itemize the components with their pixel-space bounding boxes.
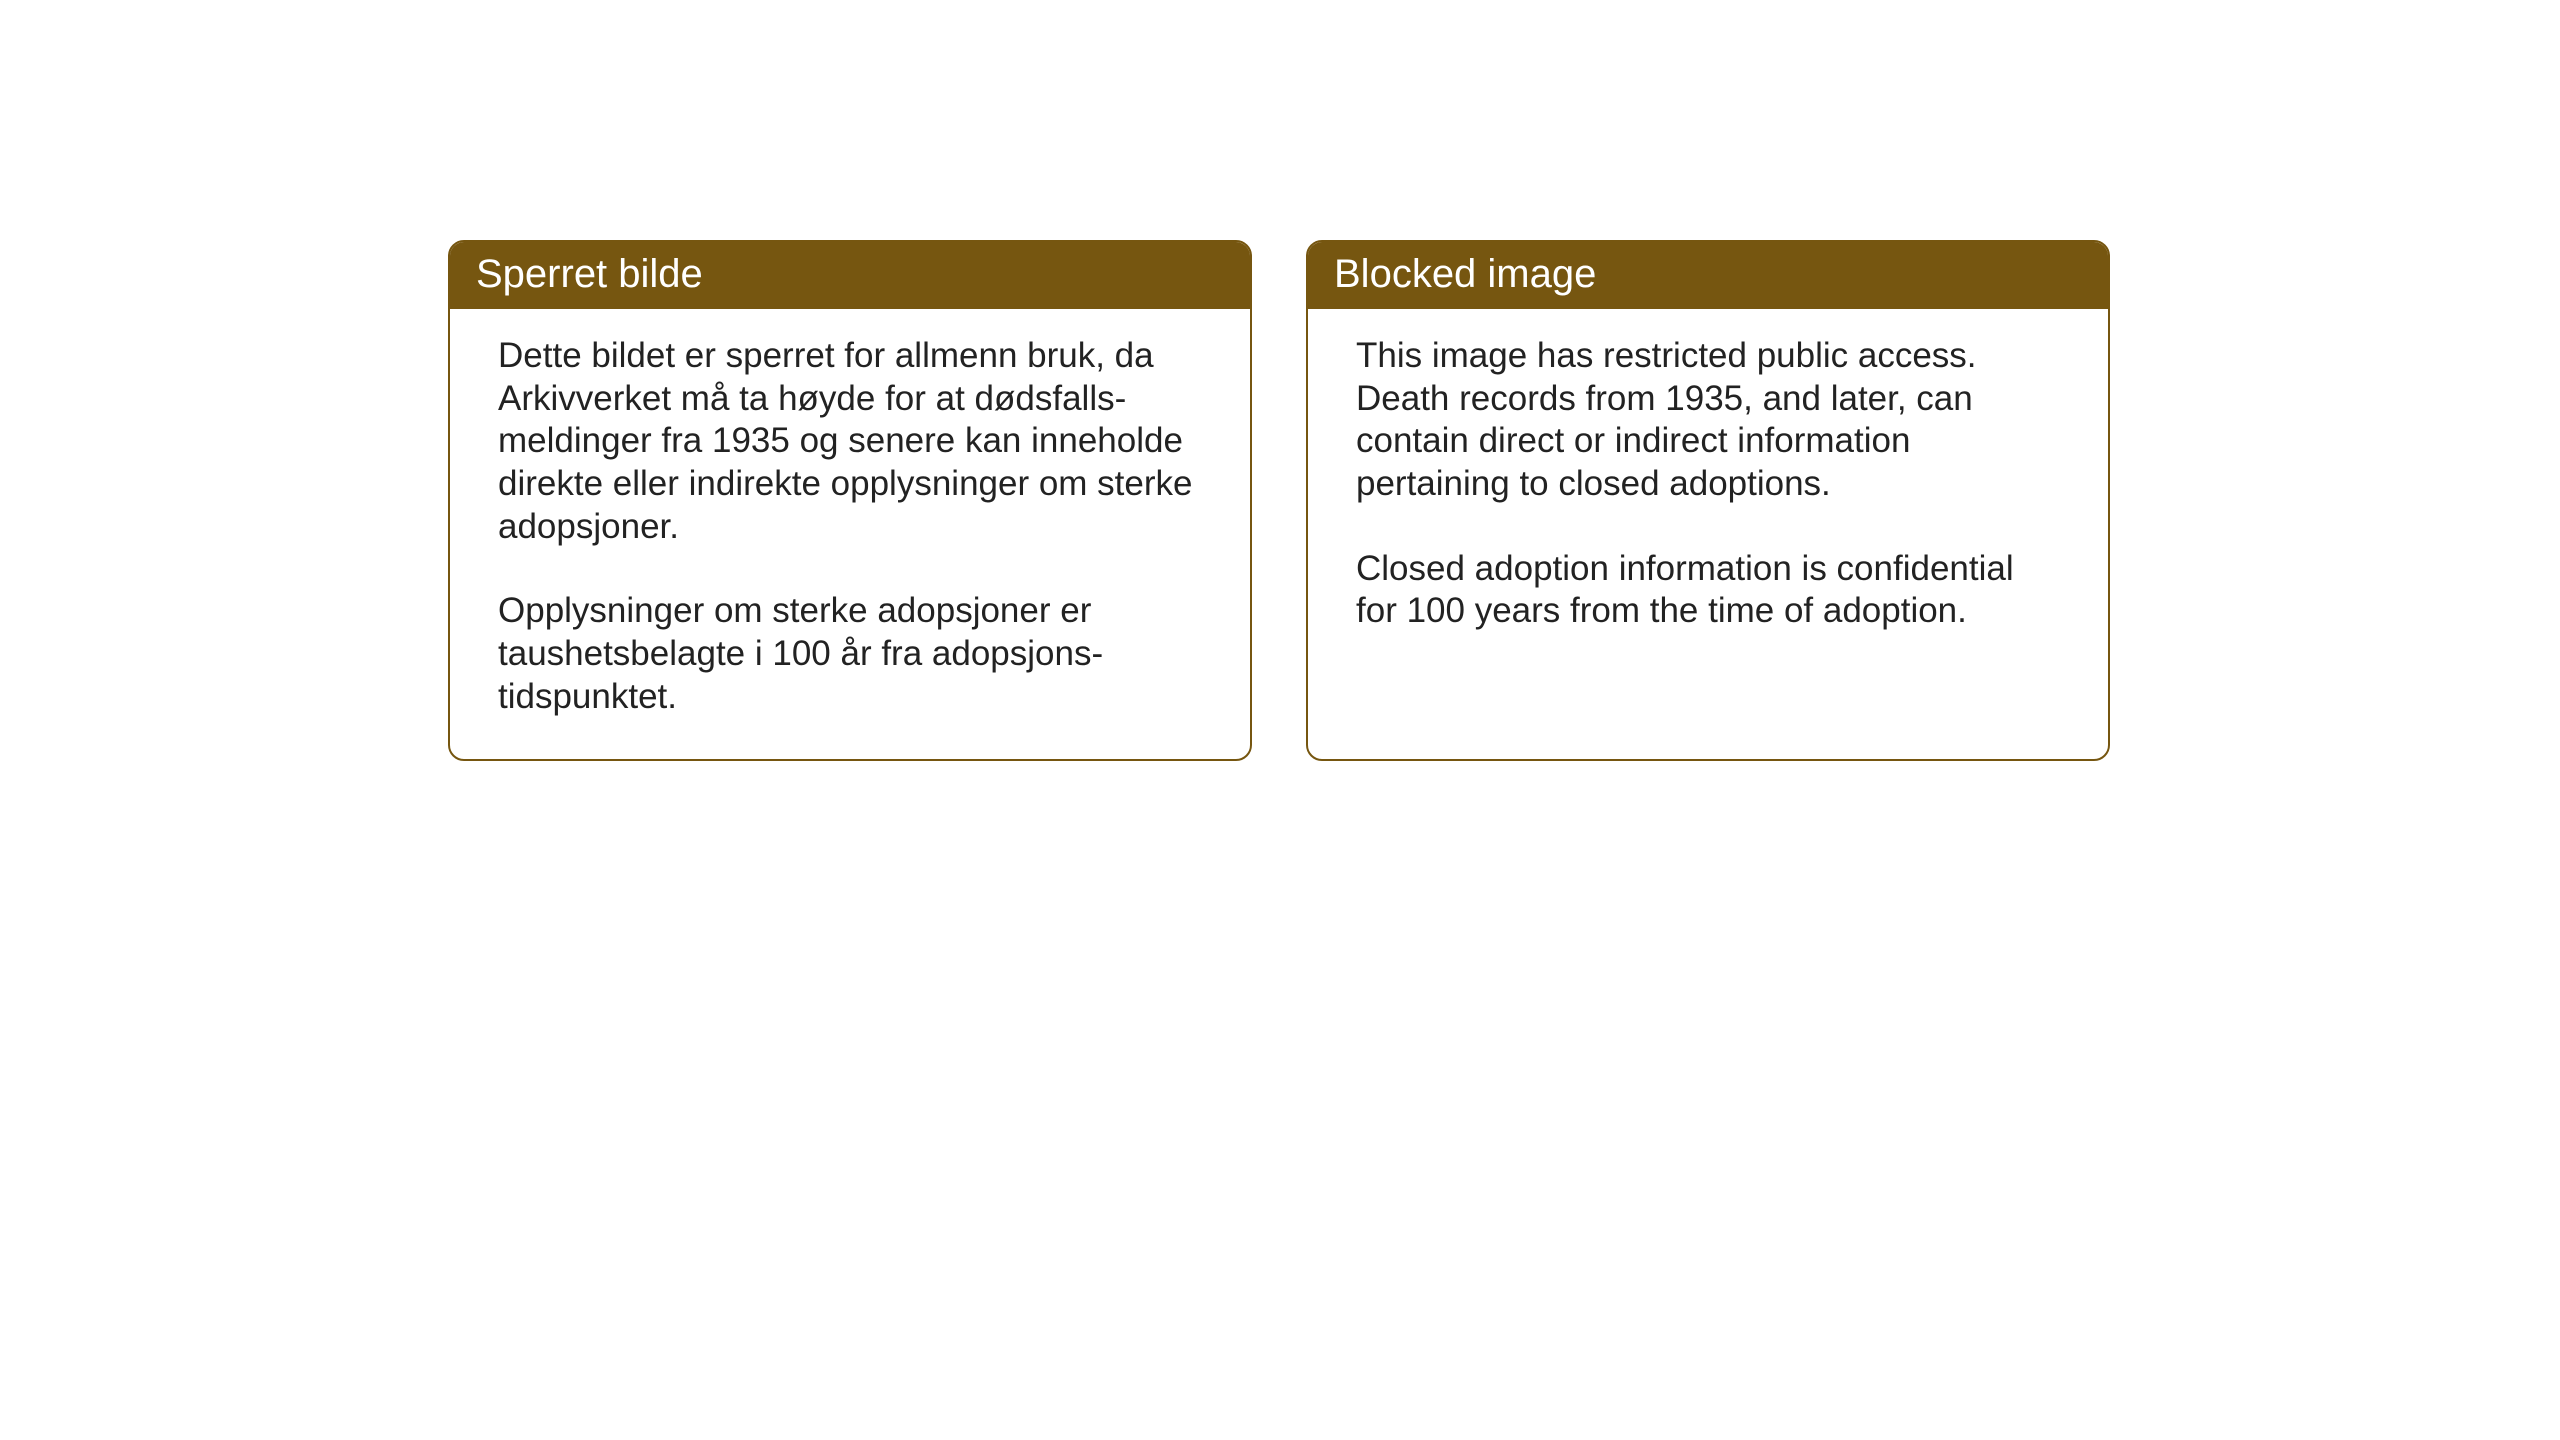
notice-body-norwegian: Dette bildet er sperret for allmenn bruk… (450, 309, 1250, 759)
notice-card-norwegian: Sperret bilde Dette bildet er sperret fo… (448, 240, 1252, 761)
notice-card-english: Blocked image This image has restricted … (1306, 240, 2110, 761)
notice-paragraph-1-norwegian: Dette bildet er sperret for allmenn bruk… (498, 335, 1202, 548)
notice-title-english: Blocked image (1334, 252, 1596, 296)
notice-title-norwegian: Sperret bilde (476, 252, 703, 296)
notice-paragraph-1-english: This image has restricted public access.… (1356, 335, 2060, 506)
notice-header-norwegian: Sperret bilde (450, 242, 1250, 309)
notice-paragraph-2-english: Closed adoption information is confident… (1356, 548, 2060, 633)
notice-container: Sperret bilde Dette bildet er sperret fo… (448, 240, 2110, 761)
notice-body-english: This image has restricted public access.… (1308, 309, 2108, 713)
notice-paragraph-2-norwegian: Opplysninger om sterke adopsjoner er tau… (498, 590, 1202, 718)
notice-header-english: Blocked image (1308, 242, 2108, 309)
